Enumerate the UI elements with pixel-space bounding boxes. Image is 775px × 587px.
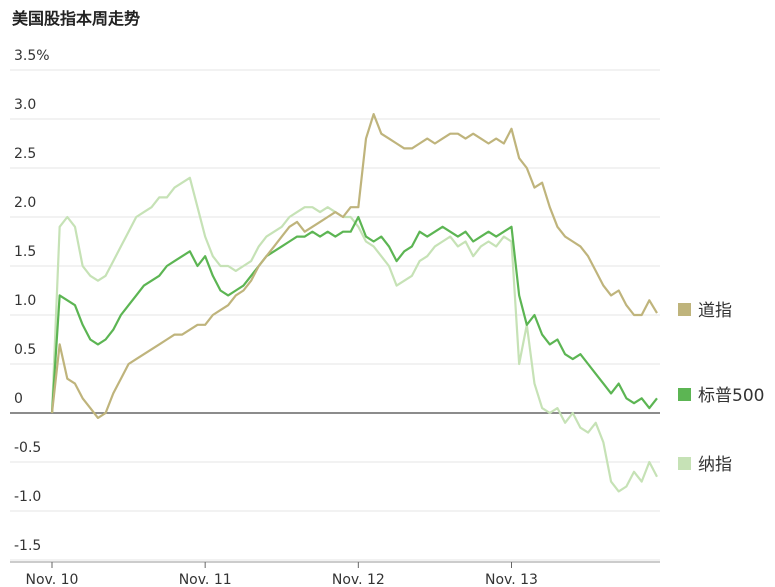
legend-label: 标普500 — [698, 386, 764, 406]
y-tick-label: 3.0 — [14, 97, 36, 113]
legend-swatch — [678, 457, 691, 470]
x-tick-label: Nov. 10 — [26, 572, 79, 587]
legend-label: 纳指 — [698, 455, 732, 475]
y-tick-label: 2.5 — [14, 146, 36, 162]
legend-label: 道指 — [698, 301, 732, 321]
x-tick-label: Nov. 12 — [332, 572, 385, 587]
y-tick-label: 0.5 — [14, 342, 36, 358]
series-line — [50, 215, 658, 414]
y-tick-label: 1.0 — [14, 293, 36, 309]
y-tick-label: 1.5 — [14, 244, 36, 260]
y-tick-label: -0.5 — [14, 440, 41, 456]
series-line — [50, 113, 658, 419]
y-tick-label: 0 — [14, 391, 23, 407]
legend-swatch — [678, 303, 691, 316]
y-tick-label: 2.0 — [14, 195, 36, 211]
x-tick-label: Nov. 13 — [485, 572, 538, 587]
y-tick-label: -1.5 — [14, 538, 41, 554]
legend-swatch — [678, 388, 691, 401]
y-tick-label: 3.5% — [14, 48, 50, 64]
y-tick-label: -1.0 — [14, 489, 41, 505]
chart-title: 美国股指本周走势 — [12, 9, 140, 28]
x-tick-label: Nov. 11 — [179, 572, 232, 587]
series-line — [50, 176, 658, 493]
